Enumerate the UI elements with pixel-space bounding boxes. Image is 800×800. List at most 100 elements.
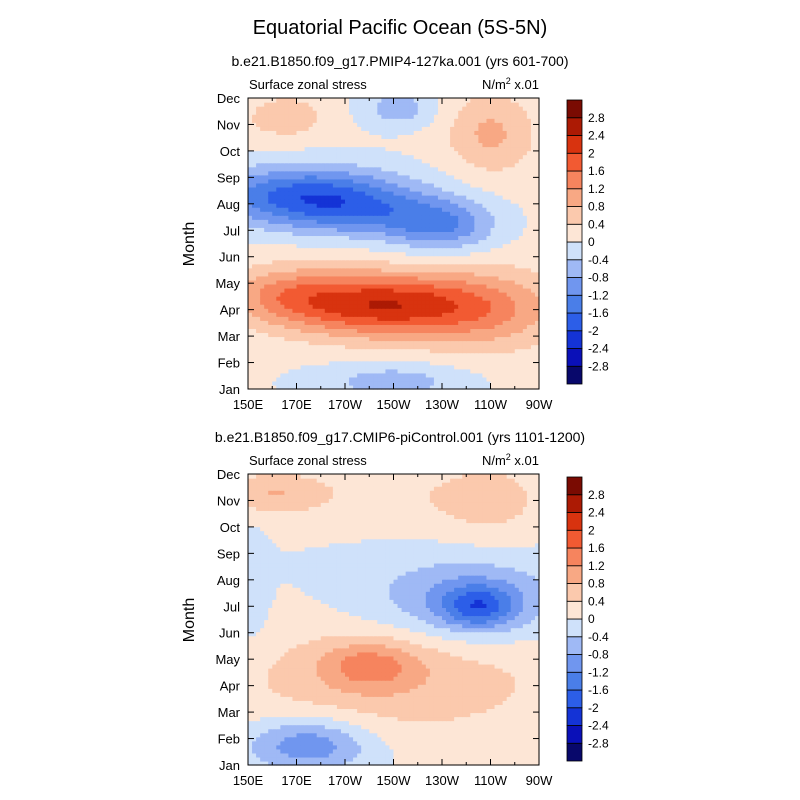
contour-cell [284, 384, 290, 390]
contour-cell [324, 328, 330, 334]
contour-cell [437, 162, 443, 168]
contour-cell [361, 360, 366, 366]
contour-cell [486, 368, 492, 374]
contour-cell [506, 275, 512, 281]
contour-cell [377, 170, 382, 176]
contour-cell [522, 304, 528, 309]
contour-cell [482, 231, 488, 237]
contour-cell [506, 255, 512, 261]
contour-cell [280, 296, 285, 301]
contour-cell [526, 158, 532, 164]
contour-cell [320, 259, 326, 265]
contour-cell [280, 328, 285, 334]
contour-cell [312, 199, 318, 204]
contour-cell [413, 110, 419, 115]
contour-cell [393, 320, 399, 325]
contour-cell [413, 235, 419, 241]
contour-cell [324, 170, 330, 176]
contour-cell [332, 348, 338, 354]
contour-cell [442, 186, 447, 192]
contour-cell [288, 376, 294, 382]
contour-cell [340, 300, 346, 305]
contour-cell [328, 368, 334, 374]
contour-cell [425, 243, 431, 249]
contour-cell [458, 360, 463, 366]
contour-cell [417, 320, 423, 325]
contour-cell [490, 211, 496, 216]
contour-cell [280, 316, 285, 321]
contour-cell [409, 320, 415, 325]
units-text: N/m [482, 77, 506, 92]
contour-cell [466, 304, 471, 309]
contour-cell [280, 211, 285, 216]
contour-cell [316, 259, 322, 265]
contour-cell [502, 231, 508, 237]
contour-cell [466, 162, 471, 168]
contour-cell [369, 255, 374, 261]
contour-cell [377, 166, 382, 172]
contour-cell [296, 336, 302, 342]
contour-cell [304, 247, 310, 253]
contour-cell [340, 308, 346, 313]
contour-cell [433, 126, 439, 131]
contour-cell [401, 227, 407, 232]
contour-cell [446, 372, 451, 378]
contour-cell [260, 292, 265, 297]
contour-cell [454, 231, 459, 237]
contour-cell [292, 126, 298, 131]
contour-cell [466, 271, 471, 277]
contour-cell [349, 134, 354, 140]
contour-cell [361, 223, 366, 228]
contour-cell [458, 190, 463, 196]
contour-cell [478, 372, 484, 378]
contour-cell [526, 134, 532, 140]
contour-cell [446, 178, 451, 184]
contour-cell [522, 360, 528, 366]
contour-cell [260, 308, 265, 313]
contour-cell [312, 372, 318, 378]
contour-cell [510, 243, 516, 249]
contour-cell [417, 130, 423, 135]
contour-cell [336, 227, 342, 232]
contour-cell [458, 150, 463, 156]
contour-cell [526, 203, 532, 208]
contour-cell [328, 199, 334, 204]
contour-cell [397, 150, 403, 156]
contour-cell [369, 324, 374, 329]
contour-cell [284, 186, 290, 192]
contour-cell [498, 235, 504, 241]
contour-cell [349, 126, 354, 131]
contour-cell [482, 352, 488, 358]
contour-cell [373, 344, 378, 350]
contour-cell [268, 170, 273, 176]
contour-cell [264, 336, 269, 342]
contour-cell [498, 384, 504, 390]
contour-cell [340, 118, 346, 123]
contour-cell [268, 223, 273, 228]
contour-cell [288, 287, 294, 293]
contour-cell [413, 166, 419, 172]
contour-cell [518, 364, 524, 370]
contour-cell [425, 158, 431, 164]
contour-cell [446, 352, 451, 358]
contour-cell [320, 106, 326, 111]
contour-cell [510, 292, 516, 297]
contour-cell [425, 190, 431, 196]
contour-cell [316, 162, 322, 168]
contour-cell [401, 235, 407, 241]
contour-cell [442, 166, 447, 172]
contour-cell [474, 279, 479, 285]
contour-cell [433, 368, 439, 374]
contour-cell [470, 142, 475, 148]
contour-cell [442, 376, 447, 382]
contour-cell [381, 332, 387, 338]
contour-cell [450, 292, 455, 297]
contour-cell [381, 364, 387, 370]
contour-cell [300, 356, 306, 362]
contour-cell [421, 122, 427, 127]
contour-cell [518, 203, 524, 208]
contour-cell [260, 114, 265, 119]
contour-cell [312, 356, 318, 362]
contour-cell [401, 190, 407, 196]
contour-cell [490, 259, 496, 265]
